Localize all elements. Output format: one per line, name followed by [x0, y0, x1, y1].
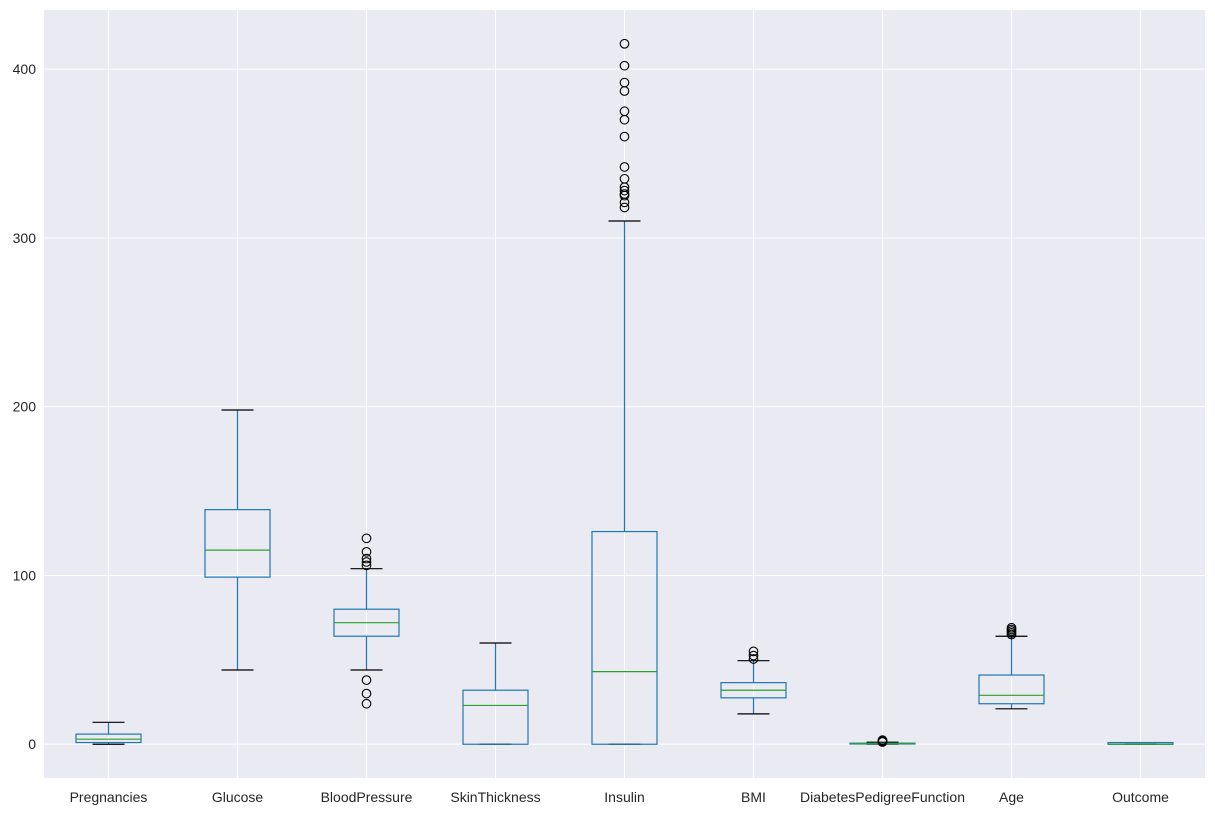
box-Glucose — [204, 409, 271, 671]
x-tick-label: BloodPressure — [321, 789, 413, 805]
outlier-point — [361, 557, 372, 567]
iqr-box — [462, 689, 529, 745]
x-tick-label: Outcome — [1112, 789, 1169, 805]
outlier-point — [748, 646, 759, 657]
box-BMI — [720, 646, 787, 715]
iqr-box — [591, 530, 658, 745]
boxes — [75, 38, 1174, 747]
outlier-point — [748, 650, 759, 661]
y-tick-label: 200 — [13, 399, 37, 415]
x-tick-label: BMI — [741, 789, 766, 805]
box-Age — [978, 622, 1045, 710]
y-tick-label: 0 — [28, 736, 36, 752]
outlier-point — [619, 162, 630, 172]
outlier-point — [619, 60, 630, 71]
outlier-point — [619, 106, 630, 117]
outlier-point — [1006, 622, 1017, 633]
iqr-box — [204, 509, 271, 578]
box-SkinThickness — [462, 642, 529, 745]
outlier-point — [619, 38, 630, 49]
x-tick-label: Insulin — [604, 789, 644, 805]
outlier-point — [619, 131, 630, 142]
x-tick-label: SkinThickness — [450, 789, 540, 805]
x-tick-label: DiabetesPedigreeFunction — [800, 789, 965, 805]
x-tick-label: Glucose — [212, 789, 264, 805]
x-tick-label: Pregnancies — [70, 789, 148, 805]
outlier-point — [619, 202, 630, 213]
box-Insulin — [591, 38, 658, 745]
outlier-point — [619, 189, 630, 199]
outlier-point — [877, 735, 888, 746]
box-BloodPressure — [333, 533, 400, 709]
outlier-point — [361, 688, 372, 699]
y-tick-label: 100 — [13, 567, 37, 583]
outlier-point — [361, 533, 372, 544]
outlier-point — [361, 698, 372, 709]
outlier-point — [748, 654, 759, 664]
outlier-point — [361, 546, 372, 557]
iqr-box — [75, 733, 142, 744]
box-DiabetesPedigreeFunction — [849, 735, 916, 747]
iqr-box — [978, 674, 1045, 705]
outlier-point — [619, 173, 630, 184]
box-Pregnancies — [75, 721, 142, 745]
y-axis-ticks: 0 100 200 300 400 — [13, 61, 37, 752]
outlier-point — [361, 675, 372, 685]
outlier-point — [619, 185, 630, 196]
outlier-point — [361, 553, 372, 564]
outlier-point — [619, 77, 630, 88]
outlier-point — [361, 560, 372, 571]
x-tick-label: Age — [999, 789, 1024, 805]
y-tick-label: 400 — [13, 61, 37, 77]
box-Outcome — [1107, 741, 1174, 745]
y-tick-label: 300 — [13, 230, 37, 246]
x-axis-ticks: Pregnancies Glucose BloodPressure SkinThick… — [70, 789, 1170, 805]
